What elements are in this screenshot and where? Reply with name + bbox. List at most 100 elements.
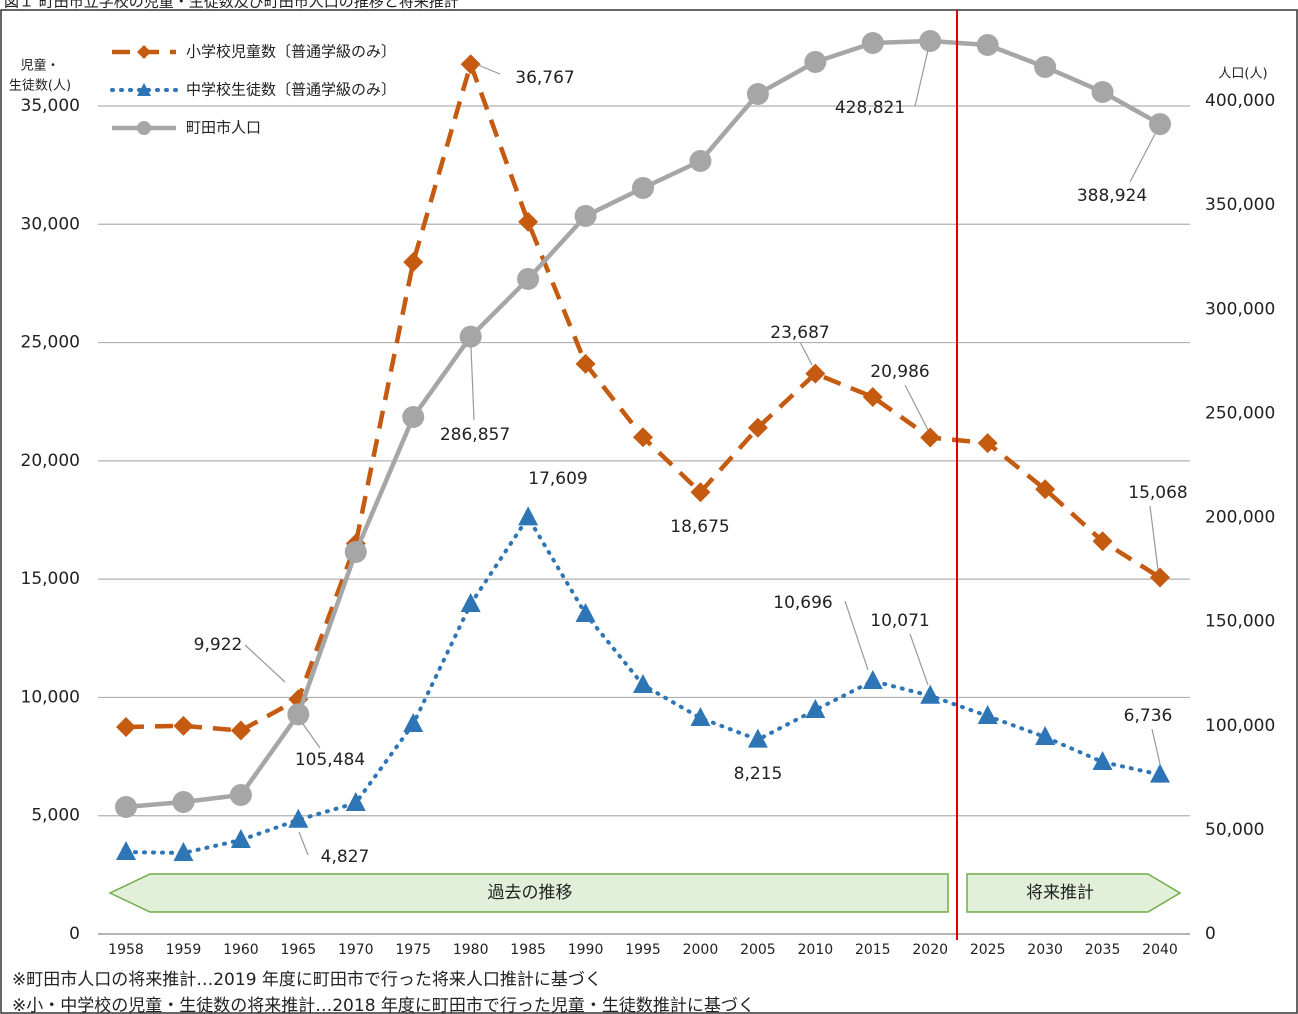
y-tick-label: 35,000 — [21, 96, 80, 116]
marker — [575, 353, 596, 374]
data-label: 23,687 — [770, 323, 829, 343]
leader-line — [298, 831, 309, 856]
y-axis-label: 生徒数(人) — [9, 79, 71, 94]
x-tick-label: 1970 — [338, 942, 374, 958]
marker — [115, 795, 137, 818]
legend-marker — [137, 121, 151, 135]
marker — [403, 252, 424, 273]
marker — [575, 602, 596, 622]
data-label: 8,215 — [734, 764, 783, 784]
data-label: 9,922 — [194, 635, 243, 655]
marker — [288, 808, 309, 828]
x-tick-label: 1975 — [395, 942, 431, 958]
marker — [1092, 531, 1113, 552]
annotation: 将来推計 — [1026, 883, 1094, 903]
future-arrow — [966, 873, 1182, 913]
marker — [1034, 55, 1057, 78]
x-tick-label: 2030 — [1027, 942, 1063, 958]
marker — [173, 715, 194, 736]
marker — [116, 717, 136, 737]
x-tick-label: 1959 — [166, 942, 202, 958]
x-tick-label: 2035 — [1085, 942, 1121, 958]
x-tick-label: 1990 — [568, 942, 604, 958]
x-tick-label: 1960 — [223, 942, 259, 958]
marker — [747, 417, 768, 438]
x-tick-label: 1980 — [453, 942, 489, 958]
marker — [459, 325, 482, 348]
marker — [633, 427, 653, 448]
y-axis-label: 児童・ — [20, 58, 59, 74]
legend-label: 中学校生徒数〔普通学級のみ〕 — [186, 81, 396, 99]
y2-axis-label: 人口(人) — [1218, 67, 1267, 82]
marker — [517, 267, 540, 290]
y-tick-label: 25,000 — [21, 333, 80, 353]
marker — [230, 720, 251, 741]
y2-tick-label: 200,000 — [1205, 508, 1275, 528]
leader-line — [914, 49, 929, 107]
x-tick-label: 1958 — [108, 942, 144, 958]
y2-tick-label: 50,000 — [1205, 820, 1264, 840]
leader-line — [909, 633, 929, 686]
marker — [460, 54, 481, 75]
marker — [977, 433, 998, 454]
leader-line — [302, 723, 321, 749]
marker — [633, 674, 653, 694]
x-tick-label: 2020 — [912, 942, 948, 958]
legend-marker — [137, 83, 151, 96]
marker — [173, 841, 194, 861]
x-tick-label: 1995 — [625, 942, 661, 958]
note: ※町田市人口の将来推計…2019 年度に町田市で行った将来人口推計に基づく — [12, 970, 602, 990]
data-label: 105,484 — [295, 750, 365, 770]
data-label: 15,068 — [1128, 483, 1187, 503]
marker — [804, 50, 827, 73]
y-tick-label: 15,000 — [21, 569, 80, 589]
leader-line — [1151, 728, 1161, 765]
y-tick-label: 30,000 — [21, 214, 80, 234]
data-label: 20,986 — [870, 362, 929, 382]
leader-line — [904, 384, 929, 431]
data-label: 388,924 — [1077, 186, 1147, 206]
leader-line — [1129, 133, 1156, 183]
marker — [344, 540, 367, 563]
marker — [746, 82, 769, 105]
data-label: 286,857 — [440, 425, 510, 445]
data-label: 10,696 — [773, 593, 832, 613]
marker — [1150, 763, 1170, 783]
leader-line — [477, 64, 501, 75]
leader-line — [470, 346, 475, 421]
y-tick-label: 5,000 — [31, 806, 80, 826]
data-label: 4,827 — [321, 847, 370, 867]
data-label: 17,609 — [528, 469, 587, 489]
data-label: 428,821 — [835, 98, 905, 118]
marker — [172, 790, 195, 813]
leader-line — [799, 341, 813, 366]
marker — [460, 592, 481, 612]
marker — [229, 783, 252, 806]
marker — [1150, 567, 1170, 588]
chart-title: 図１ 町田市立学校の児童・生徒数及び町田市人口の推移と将来推計 — [4, 0, 459, 11]
marker — [976, 33, 999, 56]
y2-tick-label: 150,000 — [1205, 612, 1275, 632]
y-tick-label: 10,000 — [21, 687, 80, 707]
marker — [574, 204, 597, 227]
marker — [403, 712, 424, 732]
marker — [690, 707, 711, 727]
marker — [518, 211, 539, 232]
leader-line — [1149, 505, 1159, 571]
y-tick-label: 20,000 — [21, 451, 80, 471]
marker — [287, 703, 310, 726]
x-tick-label: 2000 — [683, 942, 719, 958]
y2-tick-label: 300,000 — [1205, 299, 1275, 319]
marker — [1149, 113, 1171, 136]
y2-tick-label: 100,000 — [1205, 716, 1275, 736]
marker — [1091, 80, 1114, 103]
legend-label: 町田市人口 — [186, 119, 261, 137]
x-tick-label: 1965 — [281, 942, 317, 958]
series: 4,827 17,609 8,215 10,696 10,071 6,736 — [116, 469, 1172, 867]
past-arrow — [108, 873, 949, 913]
data-label: 18,675 — [670, 517, 729, 537]
legend-item: 中学校生徒数〔普通学級のみ〕 — [110, 81, 396, 99]
x-tick-label: 2005 — [740, 942, 776, 958]
marker — [919, 29, 942, 52]
